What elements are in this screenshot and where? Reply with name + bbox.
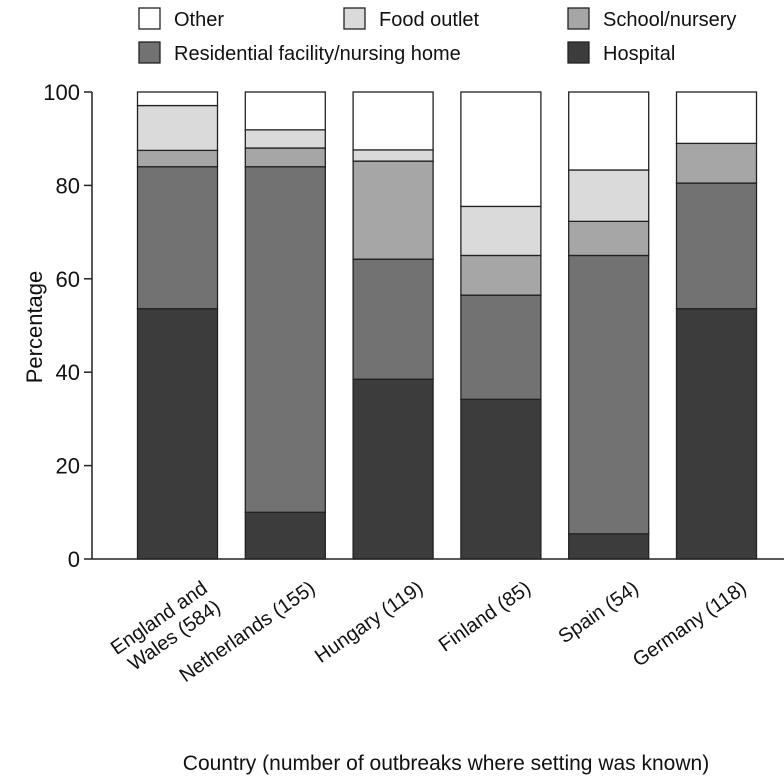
bar-segment-school-nursery	[568, 220, 650, 257]
legend-swatch	[138, 7, 161, 30]
bar-segment-other	[244, 91, 326, 131]
bar-segment-hospital	[568, 533, 650, 560]
bar-segment-residential-facility-nursing-home	[352, 258, 434, 380]
x-axis-label: Country (number of outbreaks where setti…	[183, 752, 709, 775]
x-tick-label: Finland (85)	[435, 577, 535, 656]
y-tick-label: 0	[68, 547, 80, 572]
legend-swatch	[567, 7, 590, 30]
y-axis-label: Percentage	[22, 271, 47, 384]
bar-segment-school-nursery	[136, 149, 219, 168]
bar-segment-school-nursery	[244, 147, 326, 168]
legend-item: Food outlet	[343, 7, 480, 31]
legend-swatch	[567, 41, 590, 64]
legend-label: Residential facility/nursing home	[174, 43, 461, 65]
bar-segment-residential-facility-nursing-home	[460, 294, 542, 400]
bar-group	[136, 91, 219, 560]
bar-segment-other	[460, 91, 542, 208]
y-tick-label: 100	[43, 80, 80, 105]
bar-group	[352, 91, 434, 560]
bar-segment-school-nursery	[460, 254, 542, 296]
bar-segment-school-nursery	[352, 160, 434, 260]
legend-item: Residential facility/nursing home	[138, 41, 461, 65]
bar-segment-food-outlet	[568, 169, 650, 223]
bars	[136, 91, 758, 560]
legend-label: Food outlet	[379, 9, 480, 31]
bar-segment-school-nursery	[675, 142, 758, 184]
bar-segment-hospital	[460, 398, 542, 560]
legend-item: Hospital	[567, 41, 675, 65]
x-tick-label: Spain (54)	[555, 577, 643, 648]
y-tick-label: 80	[56, 173, 80, 198]
bar-segment-hospital	[675, 308, 758, 560]
legend-item: Other	[138, 7, 224, 31]
bar-segment-hospital	[136, 308, 219, 560]
bar-segment-hospital	[352, 378, 434, 560]
bar-segment-food-outlet	[460, 205, 542, 257]
bar-segment-food-outlet	[352, 149, 434, 162]
bar-segment-residential-facility-nursing-home	[136, 166, 219, 310]
y-axis: 0 20 40 60 80 100	[43, 80, 93, 572]
legend: Other Food outlet School/nursery Residentia…	[138, 7, 736, 65]
y-tick-label: 20	[56, 454, 80, 479]
bar-group	[244, 91, 326, 560]
x-tick-label-line: Finland (85)	[435, 577, 535, 656]
bar-segment-other	[136, 91, 219, 107]
y-tick-label: 60	[56, 267, 80, 292]
bar-segment-food-outlet	[244, 129, 326, 149]
bar-segment-other	[568, 91, 650, 171]
x-tick-label-line: Germany (118)	[629, 577, 751, 671]
bar-segment-other	[675, 91, 758, 145]
bar-segment-food-outlet	[136, 104, 219, 152]
x-tick-label-line: Hungary (119)	[311, 577, 427, 667]
legend-item: School/nursery	[567, 7, 736, 31]
y-tick-label: 40	[56, 360, 80, 385]
legend-swatch	[343, 7, 366, 30]
bar-group	[460, 91, 542, 560]
legend-label: Other	[174, 9, 224, 31]
bar-segment-hospital	[244, 511, 326, 560]
legend-swatch	[138, 41, 161, 64]
x-tick-label: Hungary (119)	[311, 577, 427, 667]
bar-segment-other	[352, 91, 434, 151]
bar-segment-residential-facility-nursing-home	[675, 182, 758, 310]
x-axis: England andWales (584)Netherlands (155)H…	[92, 558, 784, 687]
x-tick-label-line: Spain (54)	[555, 577, 643, 648]
legend-label: School/nursery	[603, 9, 736, 31]
bar-segment-residential-facility-nursing-home	[568, 254, 650, 535]
bar-group	[675, 91, 758, 560]
x-tick-label: Germany (118)	[629, 577, 751, 671]
bar-segment-residential-facility-nursing-home	[244, 166, 326, 513]
bar-group	[568, 91, 650, 560]
legend-label: Hospital	[603, 43, 675, 65]
